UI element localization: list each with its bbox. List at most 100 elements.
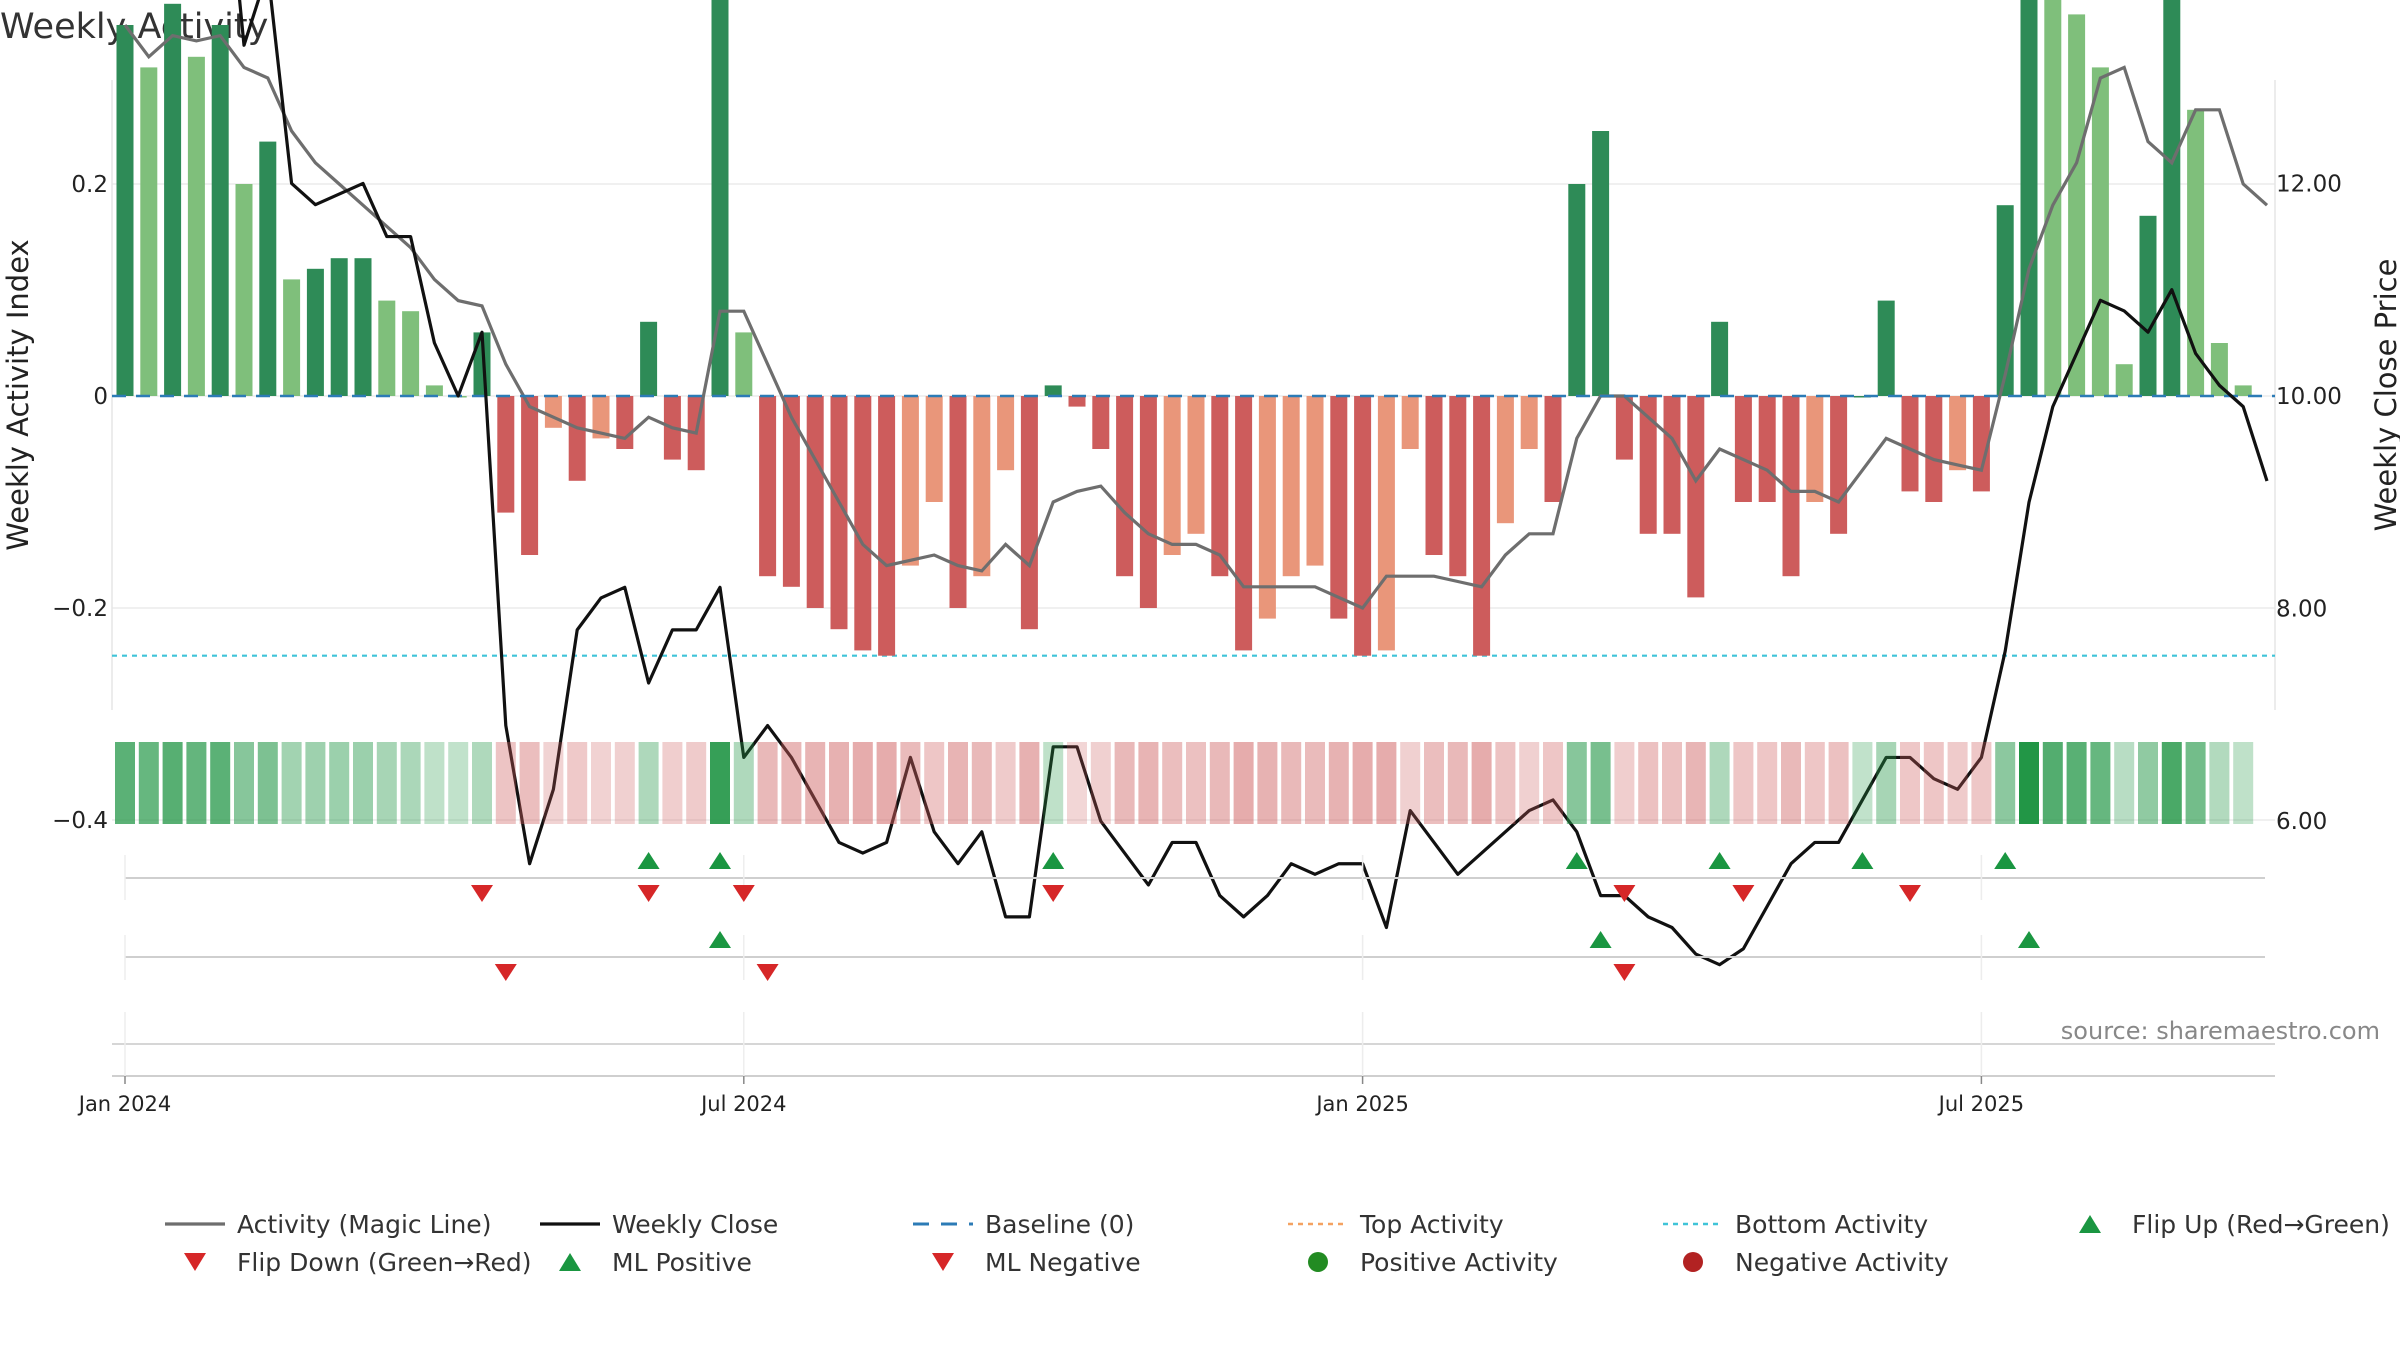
heat-cell bbox=[305, 742, 326, 824]
heat-cell bbox=[1971, 742, 1992, 824]
y2-tick-label: 10.00 bbox=[2276, 384, 2342, 410]
heat-cell bbox=[1090, 742, 1111, 824]
legend: Activity (Magic Line) Weekly Close Baselin… bbox=[165, 1210, 2390, 1277]
activity-bar bbox=[1282, 396, 1300, 577]
heat-cell bbox=[662, 742, 683, 824]
ml-negative-marker bbox=[494, 964, 517, 981]
legend-item: Negative Activity bbox=[1683, 1248, 1949, 1277]
heat-cell bbox=[829, 742, 849, 824]
activity-bar bbox=[1734, 396, 1752, 502]
y2-tick-label: 6.00 bbox=[2276, 809, 2327, 835]
heat-cell bbox=[1495, 742, 1516, 824]
activity-bar bbox=[1139, 396, 1157, 608]
heat-cell bbox=[1876, 742, 1897, 824]
flip-down-marker bbox=[1613, 885, 1636, 902]
flip-down-marker bbox=[637, 885, 660, 902]
activity-bar bbox=[830, 396, 848, 630]
heat-cell bbox=[1424, 742, 1444, 824]
activity-bar bbox=[2210, 343, 2228, 396]
activity-bar bbox=[568, 396, 586, 481]
heat-cell bbox=[1662, 742, 1682, 824]
legend-label: Baseline (0) bbox=[985, 1210, 1134, 1239]
legend-label: Weekly Close bbox=[612, 1210, 778, 1239]
flip-down-marker bbox=[732, 885, 755, 902]
activity-bar bbox=[1401, 396, 1419, 449]
ml-positive-marker bbox=[1589, 931, 1612, 948]
legend-label: Flip Up (Red→Green) bbox=[2132, 1210, 2390, 1239]
heat-cell bbox=[805, 742, 826, 824]
weekly-close-series bbox=[237, 0, 2269, 967]
activity-bar bbox=[235, 184, 253, 396]
activity-bar bbox=[735, 332, 753, 396]
activity-bar bbox=[1925, 396, 1943, 502]
activity-bar bbox=[1544, 396, 1562, 502]
heat-cell bbox=[1638, 742, 1659, 824]
heat-cell bbox=[519, 742, 540, 824]
heat-cell bbox=[1995, 742, 2016, 824]
activity-bar bbox=[1354, 396, 1372, 656]
x-tick-label: Jul 2025 bbox=[1937, 1092, 2024, 1116]
legend-item: Positive Activity bbox=[1308, 1248, 1558, 1277]
activity-bar bbox=[259, 141, 277, 396]
heat-cell bbox=[591, 742, 611, 824]
activity-bar bbox=[592, 396, 610, 439]
activity-bar bbox=[1473, 396, 1491, 656]
heat-cell bbox=[1709, 742, 1730, 824]
activity-bar bbox=[973, 396, 991, 577]
activity-bar bbox=[878, 396, 896, 656]
y2-tick-label: 12.00 bbox=[2276, 171, 2342, 197]
heat-cell bbox=[1257, 742, 1278, 824]
activity-bar bbox=[854, 396, 872, 651]
reference-lines bbox=[112, 654, 2275, 657]
activity-bar bbox=[1901, 396, 1919, 492]
ml-positive-marker bbox=[2018, 931, 2040, 948]
activity-bar bbox=[616, 396, 634, 449]
heat-cell bbox=[1947, 742, 1968, 824]
ml-negative-marker bbox=[1613, 964, 1636, 981]
activity-bar bbox=[1996, 205, 2014, 396]
heat-cell bbox=[1162, 742, 1183, 824]
heat-cell bbox=[2042, 742, 2063, 824]
activity-bar bbox=[1758, 396, 1776, 502]
heat-cell bbox=[257, 742, 278, 824]
heat-cell bbox=[995, 742, 1016, 824]
heat-cell bbox=[376, 742, 397, 824]
heat-cell bbox=[2114, 742, 2135, 824]
legend-label: ML Negative bbox=[985, 1248, 1141, 1277]
activity-bar bbox=[425, 385, 443, 396]
activity-bar bbox=[1830, 396, 1848, 534]
heat-cell bbox=[2161, 742, 2182, 824]
y-tick-label: −0.2 bbox=[52, 596, 108, 622]
activity-bar bbox=[2187, 109, 2205, 397]
heat-cell bbox=[495, 742, 516, 824]
flip-up-marker bbox=[1708, 852, 1731, 869]
heat-cell bbox=[162, 742, 183, 824]
heat-cell bbox=[1352, 742, 1373, 824]
activity-bar bbox=[1211, 396, 1229, 577]
x-axis: Jan 2024 Jul 2024 Jan 2025 Jul 2025 bbox=[77, 1012, 2275, 1116]
heat-cell bbox=[710, 742, 730, 824]
heat-cell bbox=[2090, 742, 2111, 824]
activity-bar bbox=[1425, 396, 1443, 555]
legend-label: Activity (Magic Line) bbox=[237, 1210, 491, 1239]
flip-marker-panel bbox=[124, 852, 2265, 902]
heat-cell bbox=[1900, 742, 1920, 824]
flip-up-marker bbox=[709, 852, 731, 869]
activity-bars bbox=[116, 0, 2252, 656]
activity-bar bbox=[1568, 184, 1586, 396]
activity-bar bbox=[806, 396, 824, 608]
activity-bar bbox=[354, 258, 372, 396]
heat-cell bbox=[472, 742, 492, 824]
heat-cell bbox=[567, 742, 588, 824]
activity-bar bbox=[378, 300, 396, 396]
ml-positive-marker bbox=[709, 931, 731, 948]
activity-bar bbox=[2044, 0, 2062, 396]
activity-bar bbox=[544, 396, 562, 428]
activity-bar bbox=[211, 25, 229, 396]
heat-cell bbox=[733, 742, 754, 824]
heat-cell bbox=[1305, 742, 1325, 824]
legend-symbol-tri-up bbox=[559, 1253, 581, 1271]
heat-cell bbox=[1519, 742, 1540, 824]
